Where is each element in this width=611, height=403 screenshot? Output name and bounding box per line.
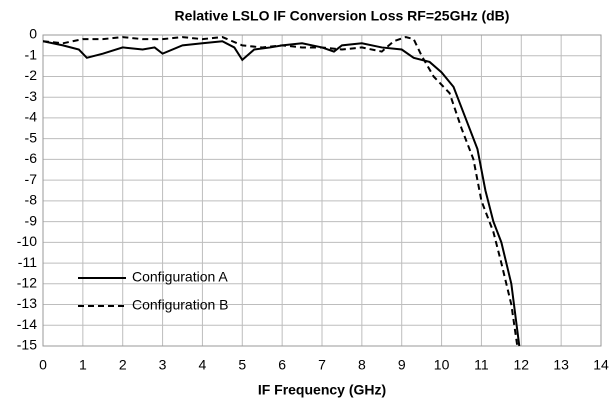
x-tick-label: 4 bbox=[199, 357, 207, 373]
y-tick-label: -7 bbox=[25, 171, 38, 187]
x-tick-label: 12 bbox=[513, 357, 529, 373]
x-tick-label: 7 bbox=[318, 357, 326, 373]
y-tick-label: 0 bbox=[29, 26, 37, 42]
x-tick-label: 10 bbox=[434, 357, 450, 373]
y-tick-label: -1 bbox=[25, 46, 38, 62]
x-tick-label: 13 bbox=[553, 357, 569, 373]
x-tick-label: 0 bbox=[39, 357, 47, 373]
y-tick-label: -14 bbox=[17, 316, 37, 332]
y-tick-label: -15 bbox=[17, 337, 37, 353]
y-tick-label: -4 bbox=[25, 109, 38, 125]
y-tick-label: -10 bbox=[17, 233, 37, 249]
series-line bbox=[43, 40, 521, 347]
y-tick-label: -11 bbox=[18, 254, 37, 270]
y-tick-label: -6 bbox=[25, 150, 38, 166]
legend-label: Configuration B bbox=[132, 297, 229, 313]
x-tick-label: 14 bbox=[593, 357, 609, 373]
legend-label: Configuration A bbox=[132, 269, 228, 285]
y-tick-label: -9 bbox=[25, 212, 38, 228]
x-tick-label: 6 bbox=[278, 357, 286, 373]
plot-frame bbox=[42, 34, 602, 347]
y-tick-label: -8 bbox=[25, 192, 38, 208]
y-tick-label: -2 bbox=[25, 67, 38, 83]
chart-title: Relative LSLO IF Conversion Loss RF=25GH… bbox=[175, 8, 510, 24]
y-tick-label: -12 bbox=[17, 275, 37, 291]
x-tick-label: 9 bbox=[398, 357, 406, 373]
x-tick-label: 8 bbox=[358, 357, 366, 373]
y-tick-label: -3 bbox=[25, 88, 38, 104]
x-tick-label: 5 bbox=[238, 357, 246, 373]
x-tick-label: 3 bbox=[159, 357, 167, 373]
x-tick-label: 1 bbox=[79, 357, 87, 373]
series-line bbox=[43, 36, 519, 347]
y-tick-label: -5 bbox=[25, 129, 38, 145]
x-tick-label: 11 bbox=[474, 357, 489, 373]
x-axis-label: IF Frequency (GHz) bbox=[258, 382, 386, 398]
y-tick-label: -13 bbox=[17, 295, 37, 311]
x-tick-label: 2 bbox=[119, 357, 127, 373]
